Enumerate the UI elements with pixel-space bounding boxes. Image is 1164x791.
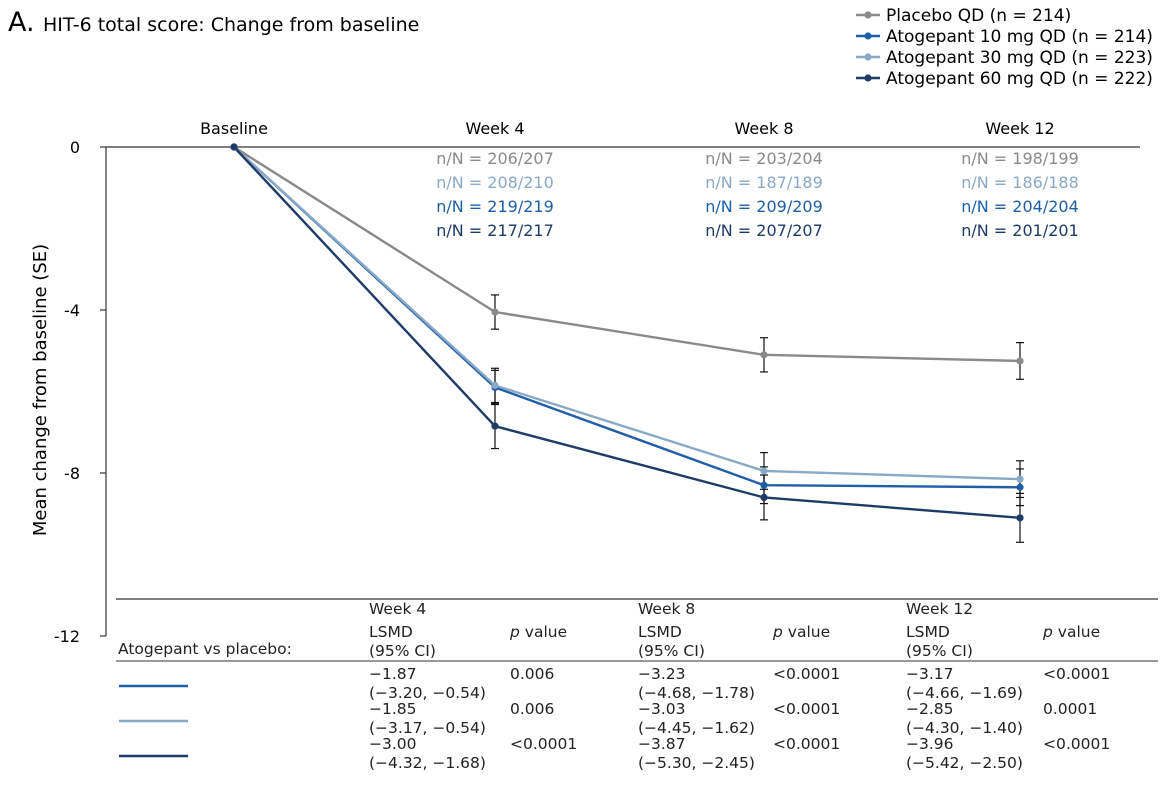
- data-point: [491, 422, 499, 430]
- table-lsmd-value: −3.96: [906, 735, 954, 753]
- nn-label: n/N = 204/204: [961, 197, 1079, 216]
- p-value-word: value: [1053, 623, 1100, 641]
- data-point: [230, 143, 238, 151]
- nn-label: n/N = 201/201: [961, 221, 1079, 240]
- series-line: [233, 146, 1021, 481]
- legend-marker: [864, 11, 872, 19]
- table-p-header: p value: [1042, 623, 1100, 641]
- table-p-value: <0.0001: [1043, 735, 1110, 753]
- x-category-label: Week 4: [465, 119, 524, 138]
- nn-label: n/N = 219/219: [436, 197, 554, 216]
- nn-label: n/N = 207/207: [705, 221, 823, 240]
- series-line: [233, 146, 1021, 520]
- table-lsmd-value: −3.17: [906, 665, 954, 683]
- legend-label: Atogepant 60 mg QD (n = 222): [886, 69, 1153, 89]
- data-point: [1016, 514, 1024, 522]
- data-point: [760, 481, 768, 489]
- p-italic: p: [509, 623, 520, 641]
- p-italic: p: [1042, 623, 1053, 641]
- legend-label: Placebo QD (n = 214): [886, 6, 1071, 26]
- table-ci-value: (−5.42, −2.50): [906, 754, 1023, 772]
- table-week-header: Week 4: [369, 600, 426, 618]
- series-lines: [230, 143, 1024, 543]
- table-lsmd-header: LSMD: [906, 623, 950, 641]
- table-ci-value: (−4.66, −1.69): [906, 684, 1023, 702]
- table-p-value: <0.0001: [773, 735, 840, 753]
- y-tick-label: -4: [64, 301, 80, 320]
- axes: 0 -4 -8 -12 Baseline Week 4 Week 8 Week 12: [54, 119, 1140, 646]
- table-p-value: <0.0001: [1043, 665, 1110, 683]
- table-lsmd-value: −3.23: [638, 665, 686, 683]
- table-ci-value: (−3.20, −0.54): [369, 684, 486, 702]
- table-p-value: <0.0001: [510, 735, 577, 753]
- p-value-word: value: [783, 623, 830, 641]
- legend-label: Atogepant 10 mg QD (n = 214): [886, 27, 1153, 47]
- table-week-header: Week 8: [638, 600, 695, 618]
- table-lsmd-value: −3.87: [638, 735, 686, 753]
- y-tick-label: -8: [64, 464, 80, 483]
- y-tick-label: 0: [70, 138, 80, 157]
- nn-label: n/N = 186/188: [961, 173, 1079, 192]
- series-line: [233, 145, 1021, 363]
- data-point: [491, 308, 499, 316]
- x-category-label: Baseline: [200, 119, 268, 138]
- data-point: [760, 351, 768, 359]
- legend: Placebo QD (n = 214)Atogepant 10 mg QD (…: [856, 6, 1153, 89]
- chart-title: HIT-6 total score: Change from baseline: [43, 14, 419, 36]
- data-point: [760, 467, 768, 475]
- table-p-value: <0.0001: [773, 665, 840, 683]
- x-category-label: Week 12: [985, 119, 1054, 138]
- table-row-header: Atogepant vs placebo:: [118, 640, 292, 658]
- table-ci-header: (95% CI): [369, 642, 436, 660]
- y-tick-label: -12: [54, 627, 80, 646]
- nn-label: n/N = 187/189: [705, 173, 823, 192]
- legend-marker: [864, 74, 872, 82]
- p-italic: p: [772, 623, 783, 641]
- table-lsmd-value: −1.85: [369, 700, 417, 718]
- table-p-value: <0.0001: [773, 700, 840, 718]
- table-p-value: 0.0001: [1043, 700, 1097, 718]
- data-point: [1016, 483, 1024, 491]
- data-point: [760, 493, 768, 502]
- table-ci-header: (95% CI): [906, 642, 973, 660]
- x-category-label: Week 8: [734, 119, 793, 138]
- data-point: [1016, 475, 1024, 483]
- table-lsmd-header: LSMD: [638, 623, 682, 641]
- table-ci-value: (−5.30, −2.45): [638, 754, 755, 772]
- table-p-header: p value: [509, 623, 567, 641]
- nn-label: n/N = 208/210: [436, 173, 554, 192]
- legend-marker: [864, 32, 872, 40]
- panel-letter: A.: [8, 7, 35, 38]
- data-point: [1016, 357, 1024, 365]
- table-ci-value: (−4.68, −1.78): [638, 684, 755, 702]
- nn-label: n/N = 206/207: [436, 149, 554, 168]
- table-ci-value: (−4.30, −1.40): [906, 719, 1023, 737]
- y-axis-label: Mean change from baseline (SE): [30, 244, 51, 536]
- table-lsmd-value: −1.87: [369, 665, 417, 683]
- legend-marker: [864, 53, 872, 61]
- nn-label: n/N = 209/209: [705, 197, 823, 216]
- data-point: [491, 381, 499, 389]
- legend-label: Atogepant 30 mg QD (n = 223): [886, 48, 1153, 68]
- table-ci-value: (−4.32, −1.68): [369, 754, 486, 772]
- table-lsmd-header: LSMD: [369, 623, 413, 641]
- table-week-header: Week 12: [906, 600, 973, 618]
- series-line: [233, 146, 1021, 489]
- nn-label: n/N = 203/204: [705, 149, 823, 168]
- table-ci-header: (95% CI): [638, 642, 705, 660]
- table-p-value: 0.006: [510, 700, 554, 718]
- table-ci-value: (−4.45, −1.62): [638, 719, 755, 737]
- nn-labels: n/N = 206/207 n/N = 203/204 n/N = 198/199 n…: [436, 149, 1079, 240]
- table-p-header: p value: [772, 623, 830, 641]
- table-lsmd-value: −2.85: [906, 700, 954, 718]
- table-p-value: 0.006: [510, 665, 554, 683]
- table-ci-value: (−3.17, −0.54): [369, 719, 486, 737]
- nn-label: n/N = 198/199: [961, 149, 1079, 168]
- table-lsmd-value: −3.03: [638, 700, 686, 718]
- table-lsmd-value: −3.00: [369, 735, 417, 753]
- nn-label: n/N = 217/217: [436, 221, 554, 240]
- p-value-word: value: [520, 623, 567, 641]
